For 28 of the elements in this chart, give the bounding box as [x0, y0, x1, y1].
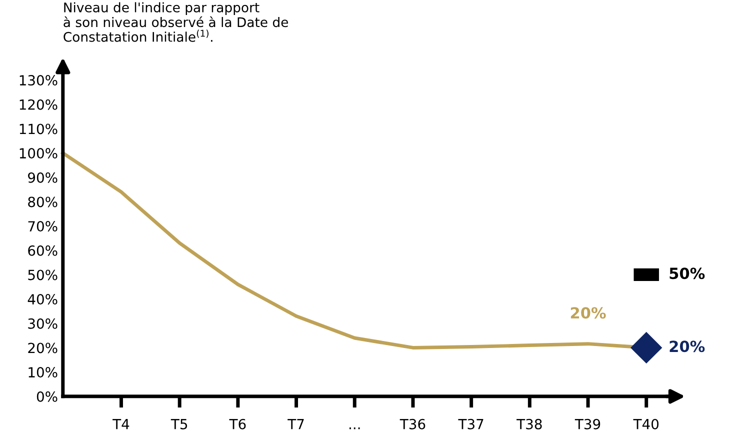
y-tick-label: 130%	[20, 75, 58, 86]
chart-title: Niveau de l'indice par rapport à son niveau observé à la Date de Constatation Initiale$^{(1)}$.	[64, 2, 288, 42]
x-tick-label: T5	[170, 419, 188, 430]
y-tick-label: 40%	[28, 294, 58, 305]
y-tick-label: 50%	[28, 270, 58, 280]
x-tick-label: T36	[400, 418, 426, 430]
y-tick-label: 110%	[20, 124, 58, 134]
annotation: 20%	[570, 307, 606, 319]
y-tick-label: 30%	[28, 318, 58, 329]
x-tick-label: T38	[516, 418, 542, 430]
y-tick-label: 120%	[20, 99, 58, 110]
x-tick-label: ...	[349, 427, 360, 430]
x-tick-label: T4	[112, 419, 130, 430]
y-tick-label: 70%	[28, 221, 58, 232]
data-label: 20%	[670, 340, 705, 352]
x-tick-label: T6	[229, 418, 246, 430]
y-tick-label: 60%	[28, 245, 58, 256]
y-tick-label: 90%	[28, 172, 58, 183]
y-tick-label: 10%	[28, 367, 58, 378]
y-tick-label: 0%	[36, 391, 58, 402]
y-tick-label: 100%	[20, 148, 58, 159]
y-tick-label: 80%	[28, 196, 58, 208]
data-label: 50%	[670, 268, 705, 280]
x-tick-label: T39	[574, 418, 600, 430]
x-tick-label: T37	[458, 418, 484, 430]
y-tick-label: 20%	[28, 342, 58, 354]
x-tick-label: T7	[288, 419, 304, 430]
x-tick-label: T40	[633, 418, 659, 430]
